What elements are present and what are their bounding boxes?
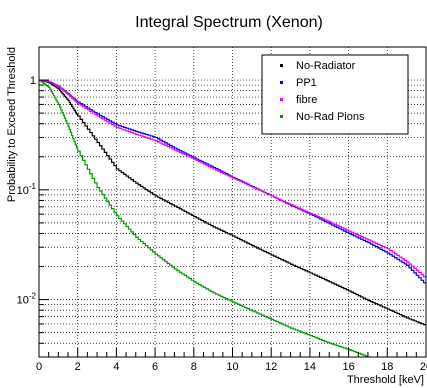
x-tick-label: 16 (342, 361, 354, 373)
series-line (39, 79, 426, 279)
series-line (39, 79, 371, 357)
x-tick-label: 12 (265, 361, 277, 373)
x-tick-label: 0 (36, 361, 42, 373)
x-tick-label: 14 (304, 361, 316, 373)
x-tick-label: 18 (381, 361, 393, 373)
y-tick-exponent: -1 (29, 182, 37, 191)
legend-marker (280, 98, 283, 101)
x-tick-label: 10 (226, 361, 238, 373)
series-layer (39, 79, 426, 357)
y-tick-labels: 10-210-11 (17, 75, 37, 307)
y-tick-base: 10 (17, 295, 29, 307)
legend-label: PP1 (296, 77, 317, 89)
legend-label: fibre (296, 94, 317, 106)
y-axis-label: Probability to Exceed Threshold (6, 47, 18, 202)
y-tick-label: 1 (30, 75, 36, 87)
legend-marker (280, 64, 283, 67)
legend-marker (280, 115, 283, 118)
chart-title: Integral Spectrum (Xenon) (135, 14, 323, 31)
x-axis-label: Threshold [keV] (347, 374, 424, 386)
y-tick-label: 10-2 (17, 292, 37, 307)
legend-label: No-Radiator (296, 60, 356, 72)
x-tick-label: 20 (420, 361, 427, 373)
x-tick-labels: 0 2 4 6 8 10 12 14 16 18 20 (36, 361, 427, 373)
x-tick-label: 2 (75, 361, 81, 373)
series-line (39, 79, 426, 326)
y-tick-label: 10-1 (17, 182, 37, 197)
y-tick-base: 1 (30, 75, 36, 87)
x-tick-label: 8 (191, 361, 197, 373)
x-tick-label: 6 (152, 361, 158, 373)
y-tick-exponent: -2 (29, 292, 37, 301)
x-tick-label: 4 (113, 361, 119, 373)
legend: No-Radiator PP1 fibre No-Rad Pions (261, 54, 409, 135)
legend-label: No-Rad Pions (296, 111, 365, 123)
legend-box (261, 54, 409, 135)
y-tick-base: 10 (17, 185, 29, 197)
legend-marker (280, 81, 283, 84)
ticks (38, 79, 427, 357)
